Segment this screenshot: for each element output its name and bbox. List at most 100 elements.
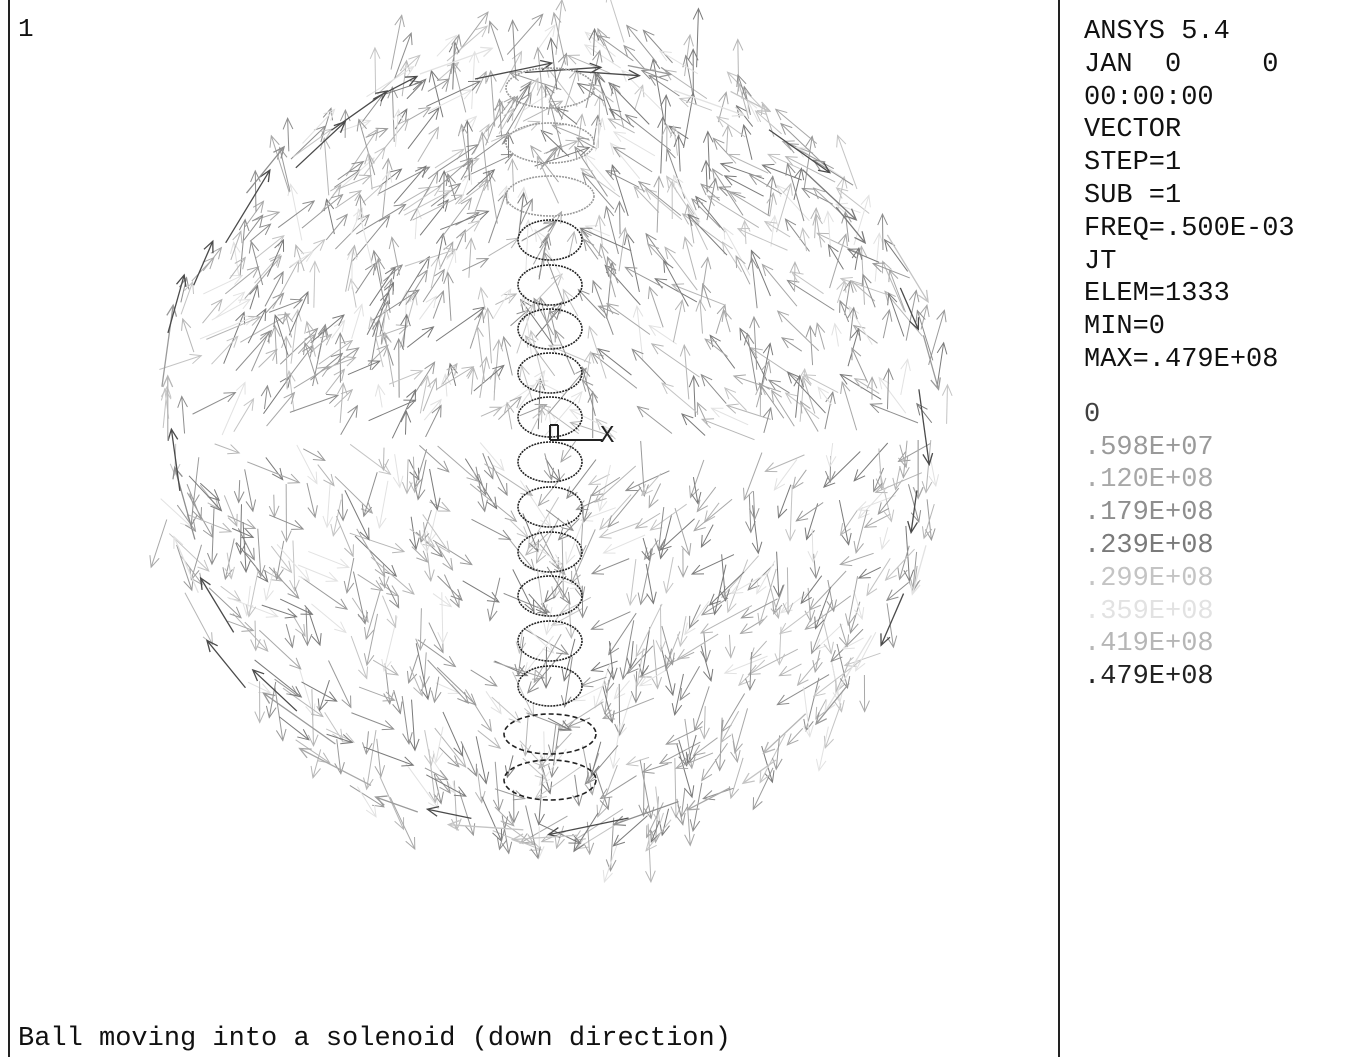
field-arrow — [244, 200, 265, 227]
field-arrow — [434, 542, 454, 572]
field-arrow — [636, 405, 673, 434]
field-arrow — [700, 256, 712, 303]
field-arrow — [648, 74, 680, 97]
field-arrow — [460, 158, 474, 181]
field-arrow — [565, 600, 576, 640]
field-arrow — [278, 716, 310, 741]
field-arrow — [467, 366, 479, 395]
field-arrow — [352, 571, 368, 625]
field-arrow — [370, 249, 385, 302]
field-arrow — [363, 729, 377, 791]
field-arrow — [282, 687, 324, 718]
field-arrow — [684, 803, 695, 847]
field-arrow — [721, 555, 759, 599]
field-arrow — [540, 572, 584, 589]
field-arrow — [406, 326, 435, 348]
field-arrow — [872, 467, 885, 493]
field-arrow — [333, 388, 354, 408]
field-arrow — [404, 106, 432, 123]
field-arrow — [776, 310, 820, 352]
field-arrow — [708, 571, 745, 606]
field-arrow — [357, 573, 384, 592]
field-arrow — [457, 123, 470, 172]
field-arrow — [714, 717, 726, 772]
field-arrow — [594, 465, 637, 503]
field-arrow — [254, 210, 281, 221]
field-arrow — [702, 130, 714, 180]
field-arrow — [573, 812, 599, 853]
field-arrow — [186, 484, 202, 521]
field-arrow — [645, 819, 672, 852]
field-arrow — [488, 20, 504, 62]
field-arrow — [381, 331, 395, 388]
field-arrow — [831, 661, 844, 704]
field-arrow — [428, 754, 456, 795]
field-arrow — [589, 741, 602, 777]
field-arrow — [869, 403, 919, 424]
field-arrow — [310, 749, 322, 779]
field-arrow — [504, 755, 516, 779]
field-arrow — [823, 451, 861, 488]
field-arrow — [434, 148, 465, 169]
field-arrow — [265, 457, 284, 481]
field-arrow — [297, 564, 339, 582]
field-arrow — [886, 234, 929, 304]
field-arrow — [547, 344, 592, 364]
field-arrow — [829, 233, 848, 289]
field-arrow — [459, 219, 481, 237]
field-arrow — [498, 395, 522, 421]
field-arrow — [331, 319, 346, 339]
field-arrow — [233, 480, 245, 504]
field-arrow — [425, 404, 442, 438]
field-arrow — [401, 459, 413, 495]
field-arrow — [306, 482, 318, 519]
field-arrow — [778, 663, 802, 677]
field-arrow — [343, 557, 355, 594]
field-arrow — [879, 471, 895, 523]
field-arrow — [263, 569, 275, 602]
field-arrow — [601, 697, 655, 720]
field-arrow — [641, 537, 652, 562]
field-arrow — [199, 315, 256, 340]
field-arrow — [581, 379, 599, 399]
field-arrow — [524, 62, 603, 74]
field-arrow — [663, 556, 674, 595]
field-arrow — [878, 376, 907, 414]
field-arrow — [485, 691, 502, 715]
field-arrow — [625, 24, 658, 64]
field-arrow — [356, 118, 376, 176]
field-arrow — [464, 458, 498, 510]
field-arrow — [382, 595, 397, 629]
field-arrow — [766, 175, 777, 216]
field-arrow — [710, 407, 749, 426]
field-arrow — [437, 592, 448, 645]
field-arrow — [609, 722, 621, 770]
field-arrow — [719, 162, 765, 180]
field-arrow — [235, 504, 246, 556]
field-arrow — [912, 440, 924, 500]
field-arrow — [851, 347, 869, 383]
field-arrow — [792, 469, 807, 490]
field-arrow — [515, 631, 527, 655]
field-arrow — [716, 116, 746, 138]
field-arrow — [498, 185, 509, 209]
field-arrow — [361, 472, 378, 518]
field-arrow — [599, 775, 637, 800]
field-arrow — [799, 227, 810, 252]
field-arrow — [355, 208, 373, 267]
field-arrow — [732, 708, 749, 755]
field-arrow — [566, 54, 611, 74]
field-arrow — [784, 156, 836, 183]
field-arrow — [419, 530, 431, 554]
field-arrow — [458, 179, 491, 205]
field-arrow — [440, 197, 473, 239]
field-arrow — [887, 292, 905, 337]
field-arrow — [202, 298, 223, 324]
field-arrow — [273, 313, 289, 356]
field-arrow — [543, 606, 554, 636]
field-arrow — [345, 244, 358, 292]
field-arrow — [908, 551, 920, 593]
field-arrow — [583, 238, 599, 260]
field-arrow — [445, 249, 457, 275]
field-arrow — [223, 495, 238, 528]
